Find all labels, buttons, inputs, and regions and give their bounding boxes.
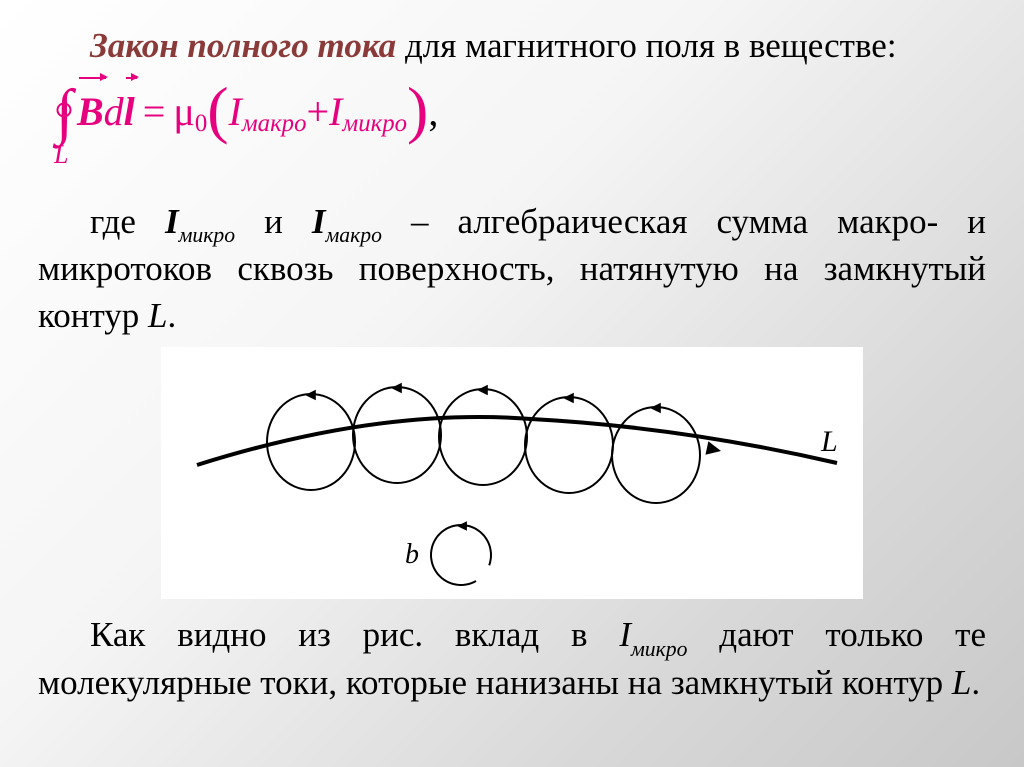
current-loops-diagram: Lb <box>161 347 863 599</box>
plus-sign: + <box>306 85 329 139</box>
right-paren: ) <box>407 67 428 153</box>
left-paren: ( <box>207 67 228 153</box>
p2-lead: где <box>90 202 165 241</box>
explanation-paragraph: где Iмикро и Iмакро – алгебраическая сум… <box>38 198 986 340</box>
vector-l: l <box>124 85 135 139</box>
p3-contour: L <box>952 663 971 702</box>
I-micro-sub: микро <box>342 107 407 140</box>
vector-B: B <box>77 85 104 139</box>
mu-subscript: 0 <box>195 107 207 140</box>
p3-I: I <box>619 615 631 654</box>
p2-I2-sub: макро <box>325 223 382 247</box>
formula-trailing: , <box>428 85 438 139</box>
mu-symbol: μ <box>173 85 194 139</box>
closed-integral-icon: ∫L <box>56 85 73 141</box>
formula: ∫L Bdl = μ0 (Iмакро + Iмикро), <box>56 69 438 155</box>
p3-I-sub: микро <box>631 637 688 661</box>
I-macro: I <box>229 85 242 139</box>
differential-d: d <box>104 85 124 139</box>
p2-I2: I <box>312 202 326 241</box>
diagram-svg: Lb <box>161 347 863 599</box>
title-accent: Закон полного тока <box>90 26 396 65</box>
p3-period: . <box>971 663 980 702</box>
p2-conj: и <box>235 202 312 241</box>
equals-sign: = <box>143 85 166 139</box>
title-continuation: для магнитного поля в веществе: <box>396 26 896 65</box>
p2-contour: L <box>148 296 167 335</box>
svg-text:L: L <box>820 425 838 458</box>
p2-tail: – алгебраическая сумма макро- и микроток… <box>38 202 986 336</box>
p2-I1-sub: микро <box>179 223 236 247</box>
conclusion-paragraph: Как видно из рис. вклад в Iмикро дают то… <box>38 611 986 706</box>
svg-text:b: b <box>405 539 419 570</box>
intro-paragraph: Закон полного тока для магнитного поля в… <box>38 22 986 156</box>
formula-container: ∫L Bdl = μ0 (Iмакро + Iмикро), <box>56 69 438 155</box>
I-macro-sub: макро <box>242 107 307 140</box>
p2-I1: I <box>165 202 179 241</box>
I-micro: I <box>329 85 342 139</box>
integral-subscript: L <box>54 143 68 166</box>
p3-lead: Как видно из рис. вклад в <box>90 615 619 654</box>
p2-period: . <box>168 296 177 335</box>
